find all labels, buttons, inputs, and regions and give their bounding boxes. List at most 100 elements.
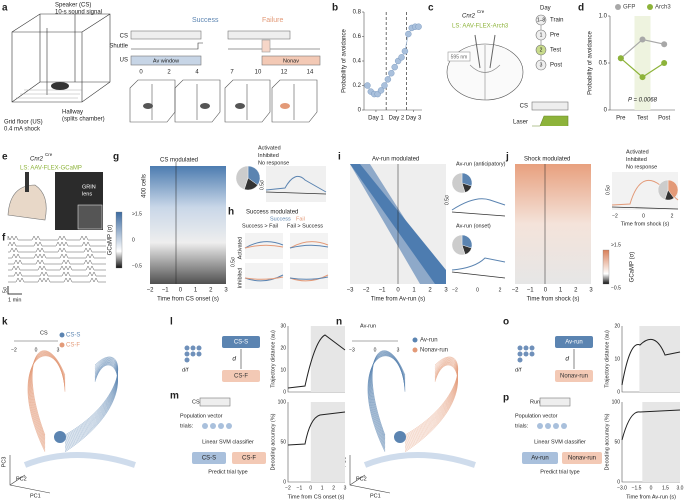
label: 3 [344,485,347,491]
point [639,74,646,81]
label: Cre [477,9,485,14]
label: Activated [237,237,243,260]
trace [289,241,329,249]
neuron [517,351,523,357]
label: d/f [515,367,522,373]
fov-inset [77,204,103,230]
label: Av-run [565,340,583,346]
class [232,452,266,464]
legend-swatch [615,4,621,10]
label: CS-S [202,456,216,462]
label: 2 [332,485,335,491]
label: −3 [349,347,355,353]
label: Nonav-run [420,348,448,354]
label: Decoding accuracy (%) [270,413,276,470]
label: 10 [255,70,262,76]
label: Av-run [420,338,438,344]
mouse [143,103,153,109]
mean-trace [287,334,346,389]
label: Trajectory distance (au) [604,330,610,388]
label: Nonav-run [560,374,588,380]
point [405,30,412,38]
label: Fail [296,216,305,222]
label: Inhibited [237,268,243,289]
neuron [184,357,190,363]
neuron [190,345,196,351]
mean-trace [287,411,346,446]
node [222,336,260,348]
label: (splits chamber) [62,117,105,123]
point [391,63,398,71]
nonav [261,55,321,66]
label: PC3 [1,457,7,468]
mouse [235,103,245,109]
trace [244,274,284,282]
label: 3 [224,288,228,294]
label: 2 [499,287,502,293]
label: Linear SVM classifier [534,439,586,445]
label: −2 [452,287,458,293]
neuron [196,351,202,357]
label: Failure [262,17,284,24]
label: Success modulated [246,210,298,216]
mouse-head [7,184,47,221]
trajectory [404,364,458,453]
label: Post [550,63,562,69]
cs-bar [531,101,569,111]
label: CS [192,399,200,405]
neuron [517,357,523,363]
panel-letter: p [503,393,509,404]
legend-dot [412,347,418,353]
point [398,54,405,61]
label: >1.5 [132,211,142,217]
label: Test [550,48,561,54]
label: −1 [162,288,170,294]
scale-bar [7,286,22,295]
label: 10 [280,367,286,373]
label: d [565,356,569,363]
line [367,26,419,95]
label: 3 [589,288,593,294]
label: trials: [180,423,194,429]
x-tick-label: Day 1 [368,116,384,122]
trial [537,423,543,429]
label: Predict trial type [540,469,579,475]
x-tick-label: Pre [616,116,626,122]
point [364,82,371,89]
label: Fail > Success [287,223,323,229]
trace-box [245,263,283,289]
label: 4 [195,70,199,76]
label: Success [192,17,219,24]
point [401,48,409,55]
label: −1.5 [632,485,642,491]
calcium-trace [8,259,106,265]
label: 595 nm [451,54,468,60]
label: 0 [544,288,548,294]
neuron [523,351,529,357]
heatmap [515,164,591,284]
label: Speaker (CS) [55,3,91,9]
label: Av-run (anticipatory) [456,161,506,167]
label: Success [270,216,291,222]
x-tick-label: Post [658,116,670,122]
significance-shade [639,326,680,392]
point [377,87,385,94]
x-tick-label: Day 3 [406,116,422,122]
laser-ramp [532,115,569,127]
shuttle-trace [131,42,203,50]
x-tick-label: Test [637,116,648,122]
cs-bar-fail [227,30,291,40]
label: CS [120,34,128,40]
label: Av-run modulated [372,157,419,163]
panel-letter: k [2,317,8,328]
label: 1 [194,288,198,294]
label: PC1 [370,493,381,499]
trace [451,211,506,217]
label: 2 [167,70,171,76]
trajectory-start [394,431,406,443]
panel-letter: d [578,3,584,14]
trace [611,206,679,210]
label: 3 [397,347,400,353]
label: No response [258,160,289,166]
label: Trajectory distance (au) [270,330,276,388]
